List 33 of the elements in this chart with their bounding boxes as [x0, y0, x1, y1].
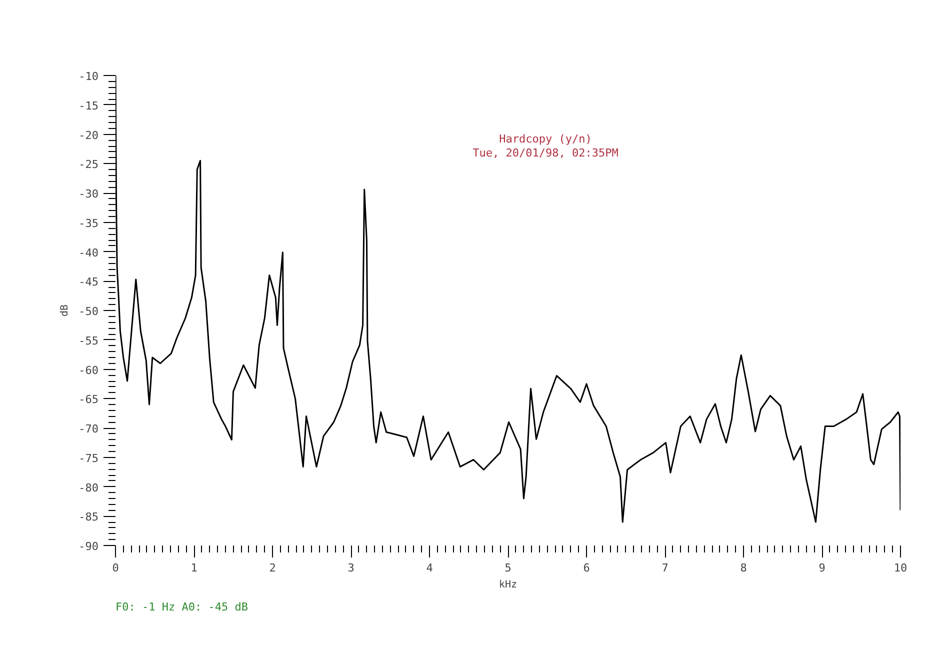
- x-tick-label: 1: [190, 562, 198, 574]
- y-axis-title: dB: [60, 304, 71, 317]
- x-tick-label: 3: [348, 562, 354, 574]
- x-tick-label: 8: [740, 562, 747, 574]
- y-tick-label: -50: [78, 305, 99, 318]
- x-tick-label: 2: [269, 562, 276, 574]
- y-tick-label: -60: [78, 364, 99, 377]
- y-tick-label: -40: [78, 246, 99, 260]
- x-tick-label: 10: [894, 562, 908, 574]
- x-axis-title: kHz: [498, 580, 518, 590]
- text: F0: -1 Hz A0: -45 dB: [116, 600, 248, 614]
- y-tick-label: -45: [78, 276, 99, 289]
- y-tick-label: -20: [78, 128, 99, 142]
- x-tick-label: 4: [426, 562, 434, 574]
- y-tick-label: -10: [78, 70, 99, 83]
- annotation: Tue, 20/01/98, 02:35PM: [472, 146, 619, 160]
- y-tick-label: -55: [78, 334, 99, 348]
- y-tick-label: -65: [78, 393, 99, 406]
- y-tick-label: -85: [78, 510, 99, 524]
- y-tick-label: -75: [78, 452, 99, 465]
- y-tick-label: -25: [78, 158, 99, 172]
- y-tick-label: -30: [78, 188, 99, 200]
- y-tick-label: -90: [78, 540, 99, 553]
- x-tick-label: 9: [818, 562, 826, 574]
- annotation: Hardcopy (y/n): [499, 132, 592, 146]
- x-tick-label: 0: [112, 562, 119, 574]
- y-tick-label: -80: [78, 481, 99, 494]
- x-tick-label: 5: [504, 562, 512, 574]
- y-tick-label: -15: [78, 99, 99, 112]
- y-tick-label: -70: [78, 422, 99, 436]
- y-tick-label: -35: [78, 216, 99, 230]
- x-tick-label: 7: [662, 562, 668, 574]
- x-tick-label: 6: [583, 562, 590, 574]
